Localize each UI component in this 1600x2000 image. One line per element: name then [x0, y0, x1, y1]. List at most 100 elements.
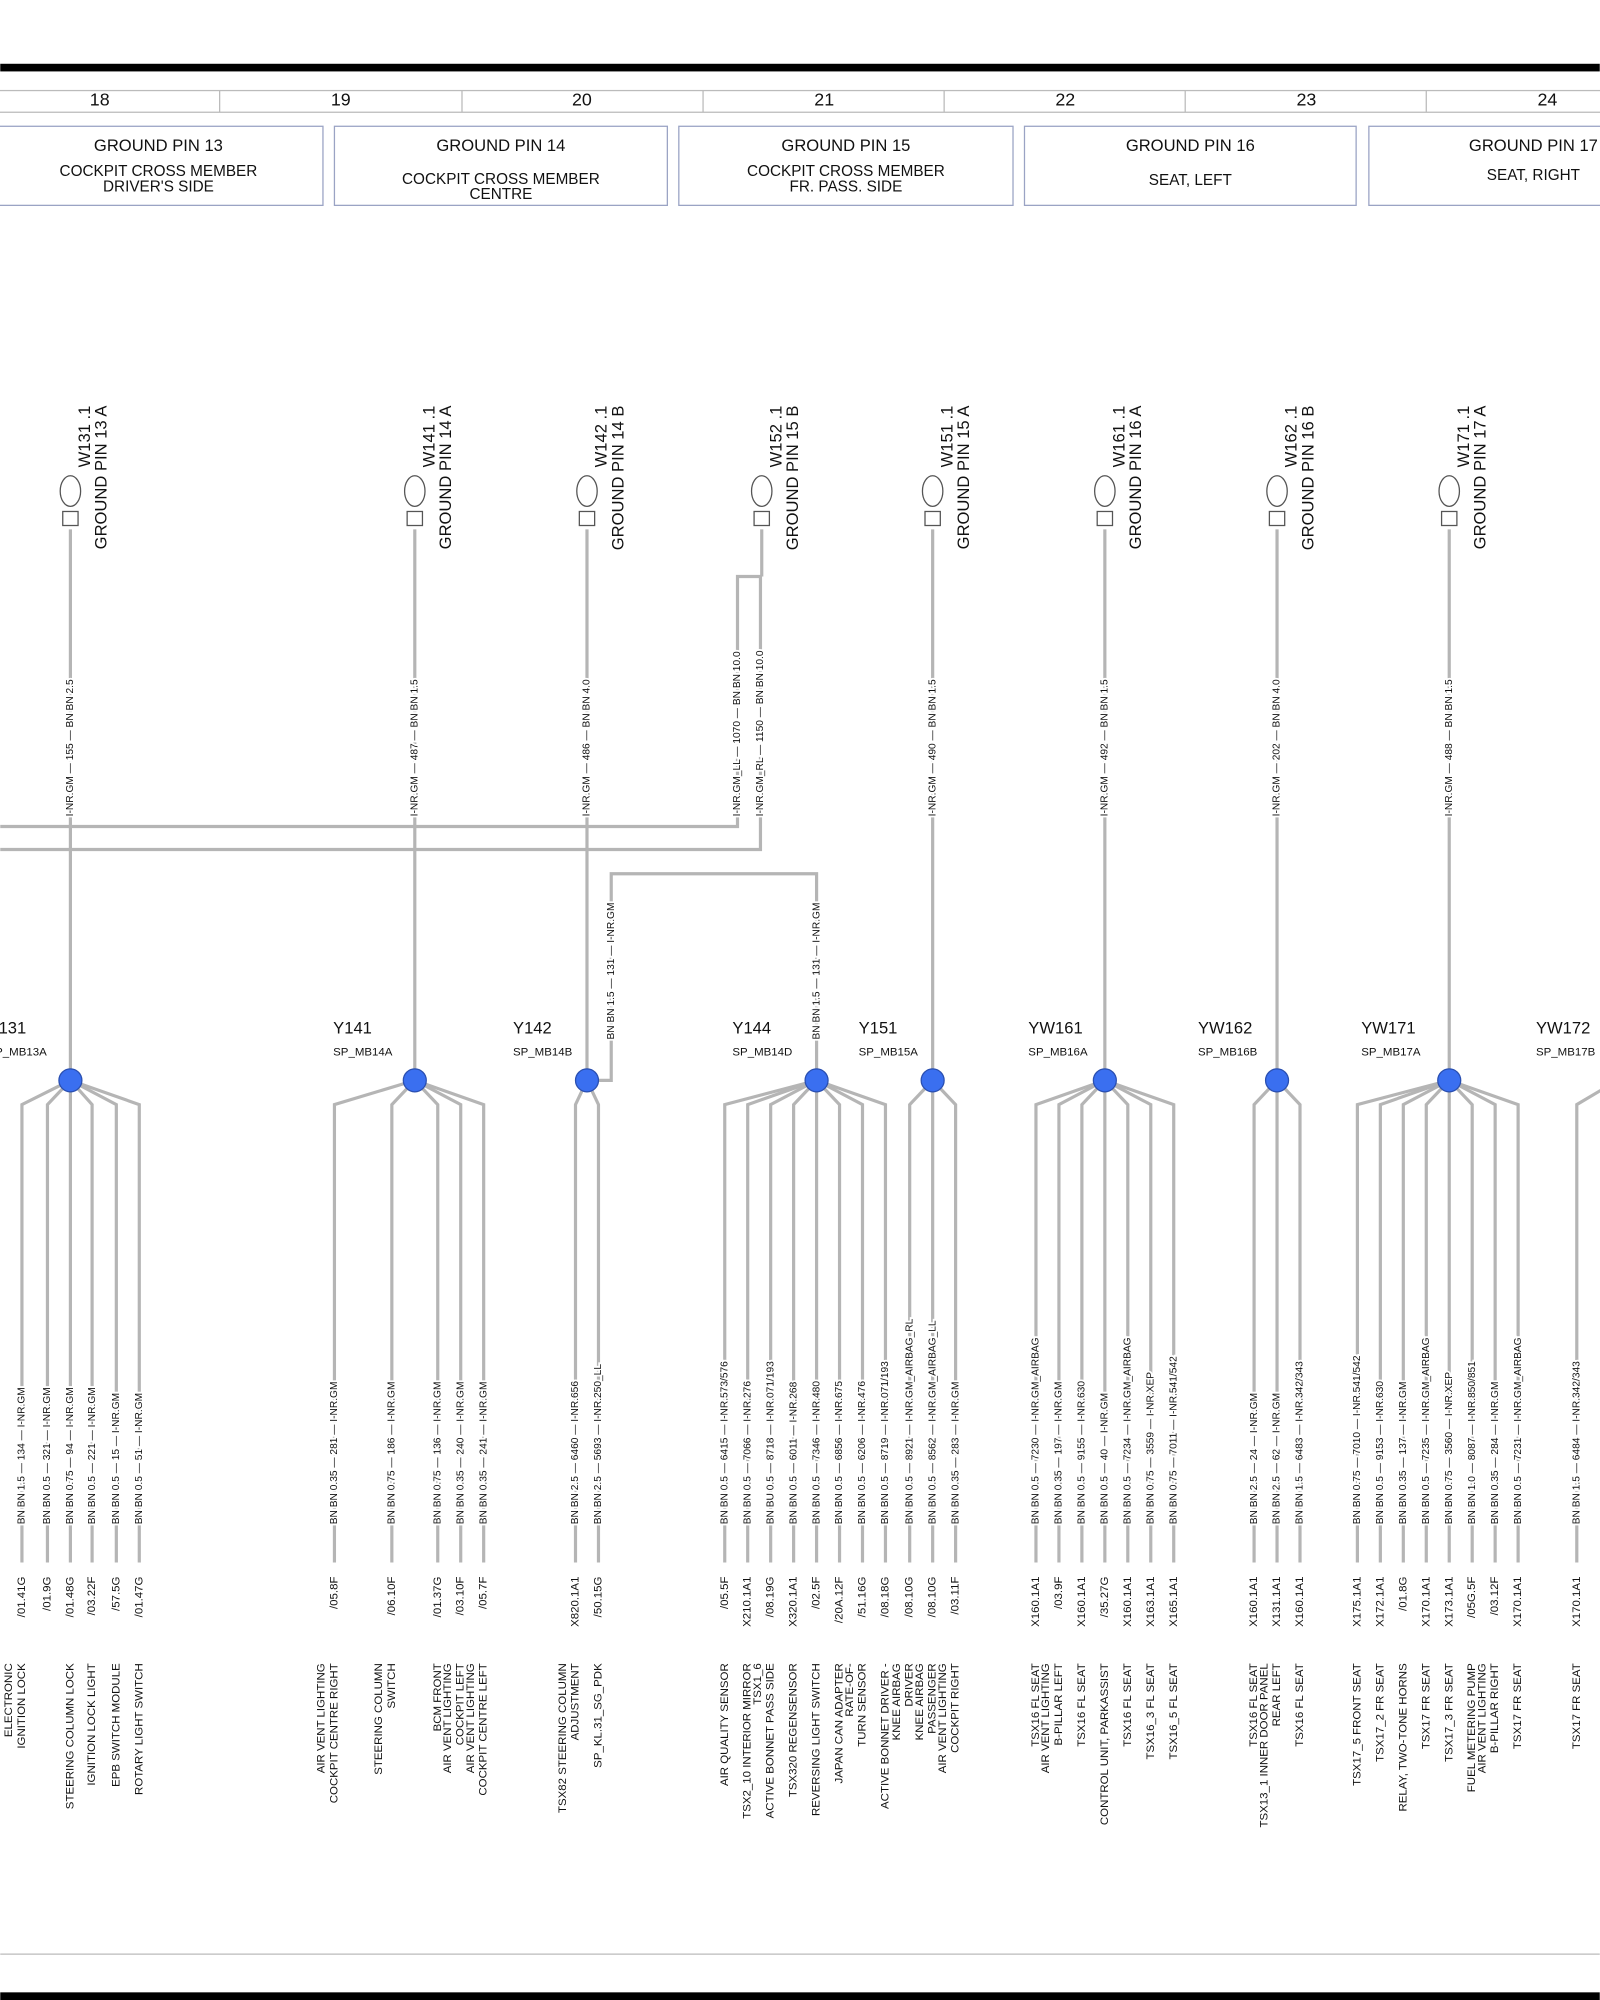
ground-label: GROUND PIN 16 A: [1126, 405, 1145, 550]
component-label: TSX13_1 INNER DOOR PANEL: [1258, 1663, 1270, 1827]
component-label: B-PILLAR RIGHT: [1489, 1663, 1501, 1753]
ground-label: GROUND PIN 14 B: [608, 406, 627, 551]
component-label: EPB SWITCH MODULE: [110, 1663, 122, 1787]
wire-label: BN BN 1.5 — 131 — I-NR.GM: [606, 903, 617, 1040]
pin-label: /05G.5F: [1466, 1577, 1478, 1618]
wire-label: BN BN 0.5 — 7346 — I-NR.480: [811, 1381, 822, 1525]
wire-label: BN BN 0.35 — 241 — I-NR.GM: [478, 1382, 489, 1525]
pin-label: /03.10F: [455, 1577, 467, 1616]
component-label: AIR VENT LIGHTING: [465, 1663, 477, 1773]
component-label: AIR VENT LIGHTING: [316, 1663, 328, 1773]
splice-id: Y141: [333, 1019, 372, 1038]
wire-label: BN BN 0.75 — 186 — I-NR.GM: [387, 1382, 398, 1525]
wire-label: BN BN 0.5 — 9153 — I-NR.630: [1375, 1381, 1386, 1525]
box-title: GROUND PIN 14: [436, 136, 565, 155]
component-label: IGNITION LOCK LIGHT: [86, 1663, 98, 1785]
box-title: GROUND PIN 13: [94, 136, 223, 155]
pin-label: X160.1A1: [1030, 1577, 1042, 1627]
wire-label: BN BN 0.5 — 51 — I-NR.GM: [134, 1393, 145, 1524]
wire-label: BN BN 0.75 — 136 — I-NR.GM: [432, 1382, 443, 1525]
pin-label: X131.1A1: [1271, 1577, 1283, 1627]
splice-node: [58, 1068, 83, 1093]
branch-wire: [1575, 1088, 1600, 1563]
wire-label: BN BN 0.5 — 7230 — I-NR.GM_AIRBAG: [1031, 1337, 1042, 1524]
splice-node: [1437, 1068, 1462, 1093]
component-label: SP_KL.31_SG_PDK: [593, 1663, 605, 1768]
component-label: TSX17_5 FRONT SEAT: [1351, 1663, 1363, 1786]
wire-label: BN BN 0.5 — 7066 — I-NR.276: [742, 1381, 753, 1525]
splice-id: YW172: [1536, 1019, 1590, 1038]
pin-label: /01.41G: [16, 1576, 28, 1617]
ground-id: W131 .1: [75, 406, 94, 468]
branch-wire: [816, 1078, 888, 1563]
wire-label: BN BN 0.75 — 7010 — I-NR.541/542: [1352, 1355, 1363, 1524]
ground-eyelet: [1438, 475, 1461, 508]
wire-label: BN BN 2.5 — 24 — I-NR.GM: [1249, 1393, 1260, 1524]
pin-label: /50.15G: [593, 1576, 605, 1617]
ground-pin-box: [1268, 510, 1286, 527]
component-label: STEERING COLUMN: [373, 1663, 385, 1775]
box-title: GROUND PIN 15: [781, 136, 910, 155]
pin-label: /03.22F: [86, 1577, 98, 1616]
splice-code: SP_MB16B: [1198, 1046, 1258, 1058]
branch-wire: [1448, 1078, 1520, 1563]
splice-code: SP_MB17B: [1536, 1046, 1596, 1058]
pin-label: X170.1A1: [1420, 1577, 1432, 1627]
box-title: GROUND PIN 17: [1469, 136, 1598, 155]
wire-label: BN BN 0.35 — 284 — I-NR.GM: [1490, 1382, 1501, 1525]
pin-label: /03.9F: [1053, 1577, 1065, 1610]
pin-label: /20A.12F: [834, 1577, 846, 1624]
wire-label: BN BN 0.5 — 6415 — I-NR.573/576: [719, 1361, 730, 1524]
pin-label: /08.18G: [879, 1576, 891, 1617]
wire-label: BN BN 0.5 — 9155 — I-NR.630: [1077, 1381, 1088, 1525]
wire-label: I-NR.GM_LL — 1070 — BN BN 10.0: [732, 651, 743, 816]
branch-wire: [769, 1078, 818, 1563]
column-number: 21: [814, 89, 834, 109]
branch-wire: [1448, 1078, 1497, 1563]
column-number: 19: [331, 89, 351, 109]
top-border: [0, 63, 1600, 72]
wire-label: BN BN 0.5 — 8562 — I-NR.GM_AIRBAG_LL: [927, 1320, 938, 1524]
splice-id: Y142: [513, 1019, 552, 1038]
ground-id: W171 .1: [1454, 406, 1473, 468]
component-label: TSX1_6: [752, 1663, 764, 1704]
box-line: DRIVER'S SIDE: [103, 179, 214, 196]
box-line: CENTRE: [469, 186, 532, 203]
branch-wire: [414, 1078, 486, 1563]
component-label: TSX16 FL SEAT: [1248, 1663, 1260, 1747]
splice-code: SP_MB16A: [1028, 1046, 1088, 1058]
wire-label: BN BN 0.5 — 15 — I-NR.GM: [111, 1393, 122, 1524]
ground-pin-box: [924, 510, 941, 527]
splice-code: SP_MB14D: [732, 1046, 792, 1058]
box-line: FR. PASS. SIDE: [790, 179, 903, 196]
component-label: REAR LEFT: [1271, 1663, 1283, 1726]
component-label: COCKPIT RIGHT: [950, 1663, 962, 1753]
component-label: ELECTRONIC: [3, 1663, 15, 1737]
wire-label: BN BN 1.5 — 134 — I-NR.GM: [17, 1387, 28, 1524]
branch-wire: [69, 1078, 141, 1563]
pin-label: /35.27G: [1099, 1576, 1111, 1617]
branch-wire: [1378, 1078, 1450, 1563]
branch-wire: [1057, 1078, 1106, 1563]
wire-label: I-NR.GM — 202 — BN BN 4.0: [1272, 679, 1283, 816]
component-label: TSX17 FR SEAT: [1571, 1663, 1583, 1749]
wire-label: I-NR.GM_RL — 1150 — BN BN 10.0: [755, 650, 766, 816]
splice-node: [1264, 1068, 1290, 1093]
component-label: TSX320 REGENSENSOR: [788, 1663, 800, 1797]
component-label: TSX2_10 INTERIOR MIRROR: [742, 1663, 754, 1819]
wire-label: BN BN 2.5 — 5693 — I-NR.250_LL: [593, 1364, 604, 1525]
component-label: TSX82 STEERING COLUMN: [557, 1663, 569, 1813]
pin-label: /03.11F: [950, 1577, 962, 1615]
component-label: IGNITION LOCK: [16, 1663, 28, 1749]
component-label: TSX16 FL SEAT: [1122, 1663, 1134, 1747]
component-label: REVERSING LIGHT SWITCH: [811, 1663, 823, 1816]
pin-label: /08.10G: [904, 1576, 916, 1617]
pin-label: X320.1A1: [788, 1577, 800, 1627]
wire-label: BN BN 0.5 — 221 — I-NR.GM: [87, 1387, 98, 1524]
wire-label: BN BN 0.5 — 7231 — I-NR.GM_AIRBAG: [1513, 1337, 1524, 1524]
pin-label: /01.9G: [41, 1576, 53, 1611]
wire-label: I-NR.GM — 490 — BN BN 1.5: [927, 679, 938, 816]
ground-wire: [0, 574, 763, 852]
pin-label: X160.1A1: [1294, 1577, 1306, 1627]
wire-label: BN BN 0.5 — 8921 — I-NR.GM_AIRBAG_RL: [904, 1318, 915, 1524]
